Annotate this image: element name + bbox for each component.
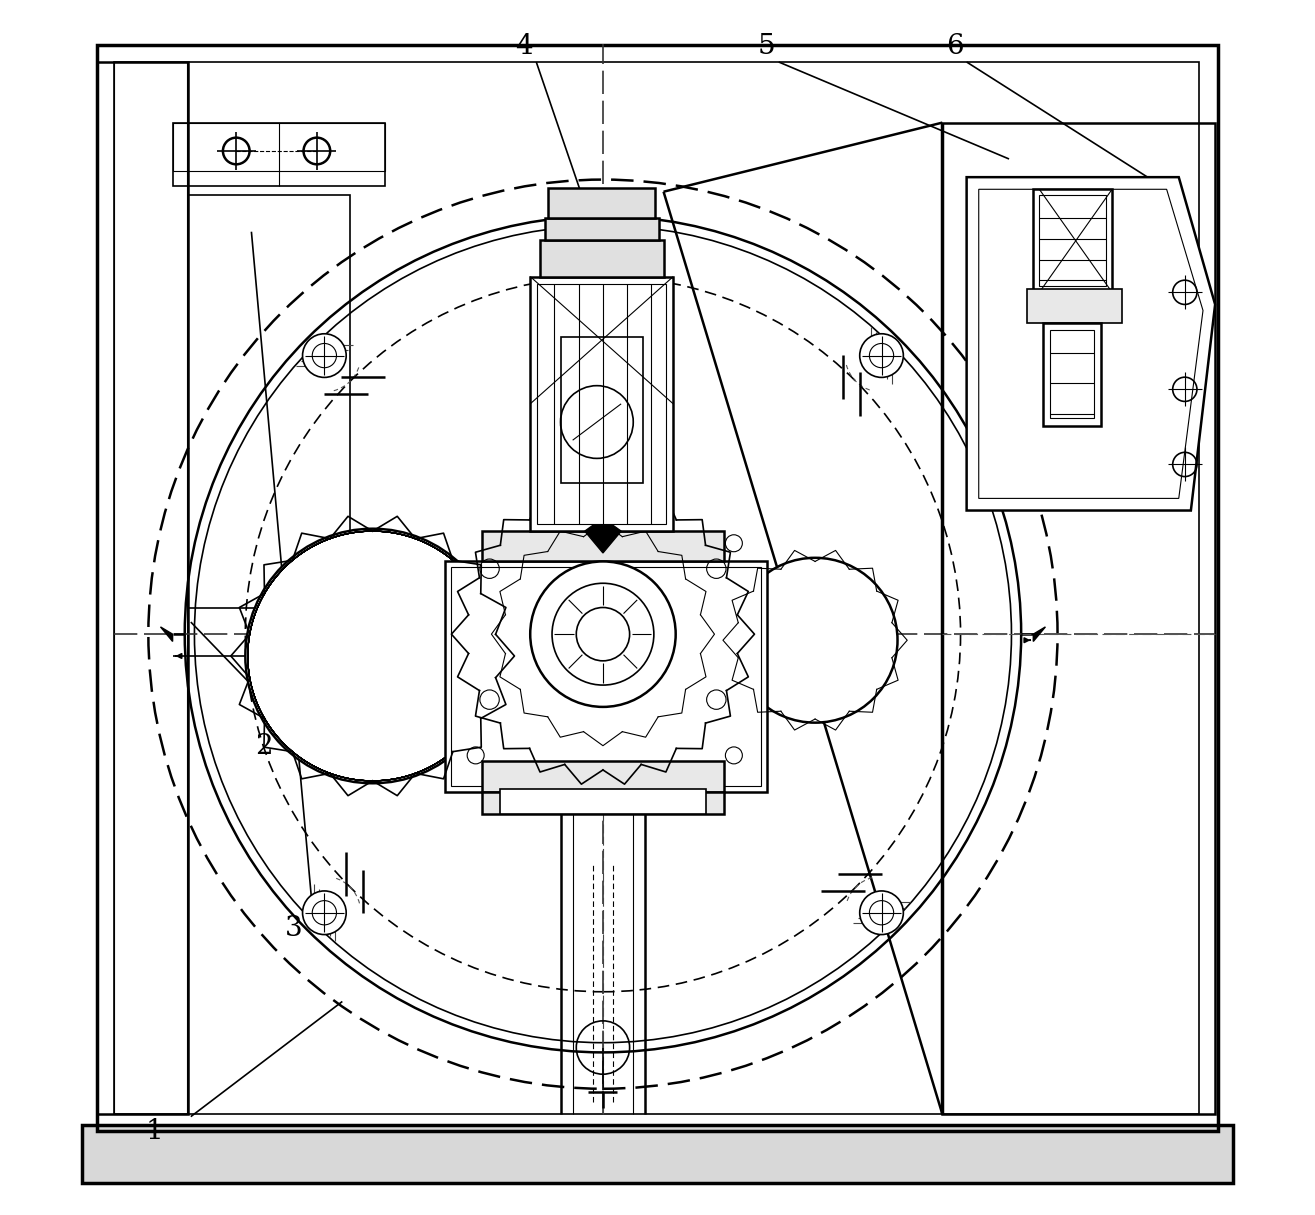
- Bar: [1039, 196, 1106, 287]
- Circle shape: [860, 334, 903, 378]
- Bar: [943, 123, 1215, 1114]
- Bar: [481, 792, 725, 814]
- Bar: [446, 561, 767, 792]
- Bar: [1034, 190, 1112, 293]
- Text: 2: 2: [255, 734, 272, 761]
- Text: 1: 1: [146, 1118, 163, 1145]
- Bar: [1051, 330, 1094, 418]
- Bar: [114, 62, 187, 1114]
- Polygon shape: [967, 177, 1215, 510]
- Text: 3: 3: [285, 915, 302, 943]
- Circle shape: [530, 561, 676, 707]
- Bar: [172, 123, 385, 186]
- Polygon shape: [160, 627, 172, 642]
- Bar: [548, 188, 655, 219]
- Bar: [188, 196, 350, 608]
- Bar: [538, 284, 665, 524]
- Circle shape: [732, 558, 898, 723]
- Bar: [481, 531, 725, 561]
- Circle shape: [860, 891, 903, 934]
- Bar: [172, 123, 385, 171]
- Bar: [560, 338, 643, 482]
- Bar: [97, 62, 188, 1114]
- Bar: [546, 774, 660, 792]
- Bar: [82, 1125, 1233, 1183]
- Bar: [1043, 323, 1101, 425]
- Bar: [82, 1125, 1233, 1183]
- Circle shape: [246, 529, 500, 784]
- Polygon shape: [1034, 627, 1045, 642]
- Polygon shape: [585, 525, 621, 553]
- Bar: [481, 762, 725, 792]
- Bar: [1027, 289, 1122, 323]
- Bar: [530, 277, 673, 531]
- Bar: [97, 45, 1218, 1131]
- Bar: [114, 62, 1199, 1114]
- Bar: [544, 219, 659, 241]
- Bar: [500, 790, 706, 814]
- Text: 6: 6: [945, 33, 964, 60]
- Bar: [451, 567, 760, 786]
- Text: 5: 5: [757, 33, 776, 60]
- Circle shape: [302, 334, 346, 378]
- Circle shape: [302, 891, 346, 934]
- Bar: [540, 241, 664, 277]
- Text: 4: 4: [515, 33, 533, 60]
